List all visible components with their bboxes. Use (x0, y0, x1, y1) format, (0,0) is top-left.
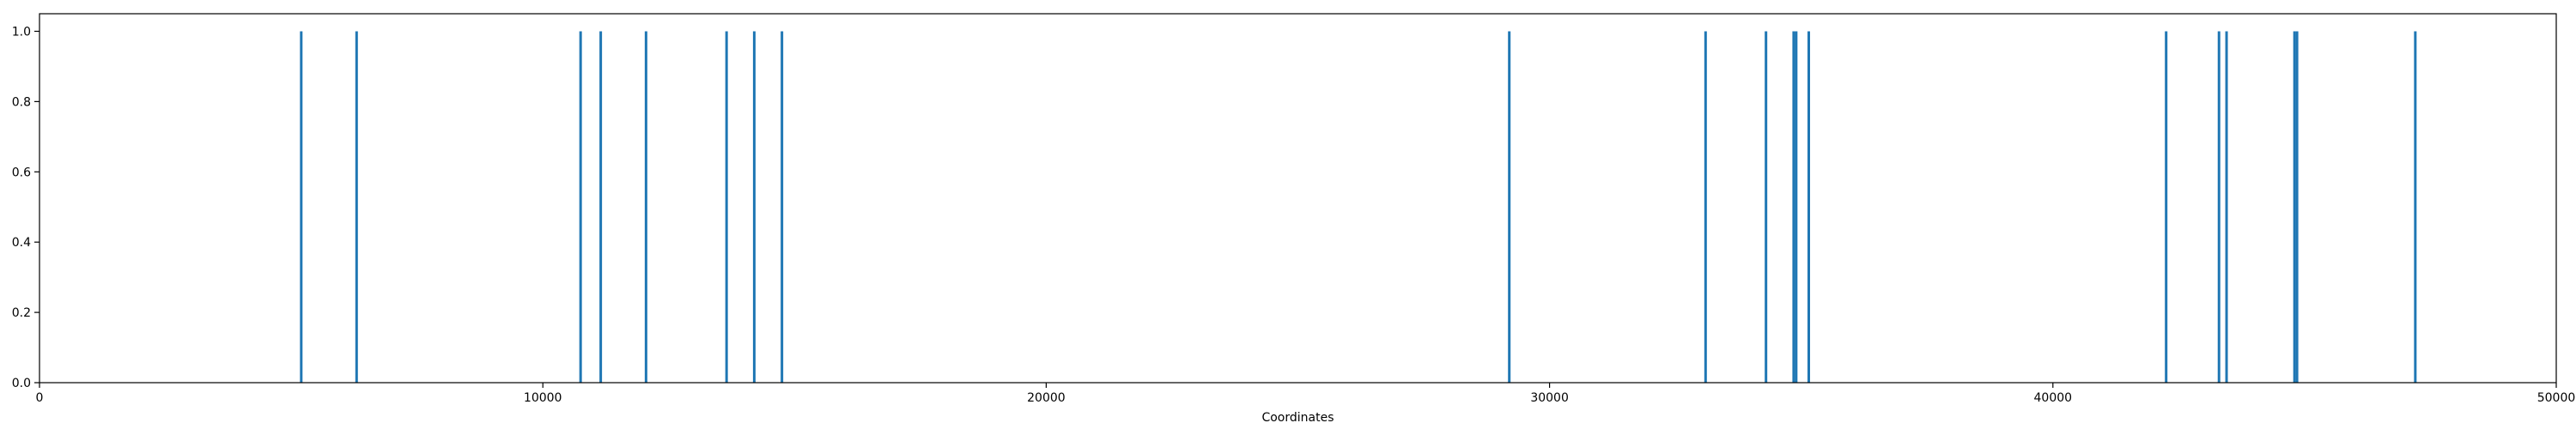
y-tick-label: 0.4 (12, 236, 31, 250)
x-tick-label: 20000 (1027, 391, 1066, 405)
bar-series (300, 31, 2417, 383)
y-axis-ticks: 0.0 0.2 0.4 0.6 0.8 1.0 (12, 25, 39, 390)
x-axis-label: Coordinates (1261, 411, 1334, 425)
x-axis-ticks: 0 10000 20000 30000 40000 50000 (36, 383, 2576, 405)
x-tick-label: 50000 (2537, 391, 2576, 405)
y-tick-label: 0.0 (12, 377, 31, 390)
y-tick-label: 0.2 (12, 306, 31, 320)
x-tick-label: 10000 (524, 391, 562, 405)
y-tick-label: 0.6 (12, 166, 31, 179)
x-tick-label: 40000 (2034, 391, 2073, 405)
y-tick-label: 0.8 (12, 95, 31, 109)
y-tick-label: 1.0 (12, 25, 31, 39)
plot-frame (39, 13, 2557, 384)
x-tick-label: 0 (36, 391, 44, 405)
x-tick-label: 30000 (1530, 391, 1569, 405)
